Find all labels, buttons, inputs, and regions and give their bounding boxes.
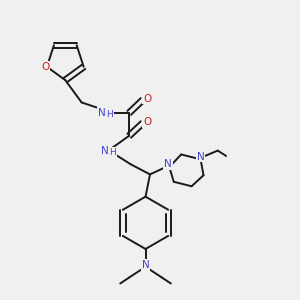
Text: N: N bbox=[100, 146, 108, 157]
Text: N: N bbox=[164, 159, 172, 169]
Text: N: N bbox=[197, 152, 204, 161]
Text: H: H bbox=[106, 110, 113, 118]
Text: O: O bbox=[41, 62, 50, 72]
Text: O: O bbox=[143, 117, 152, 127]
Text: O: O bbox=[143, 94, 152, 103]
Text: N: N bbox=[98, 108, 105, 118]
Text: H: H bbox=[110, 148, 116, 157]
Text: N: N bbox=[142, 260, 149, 270]
